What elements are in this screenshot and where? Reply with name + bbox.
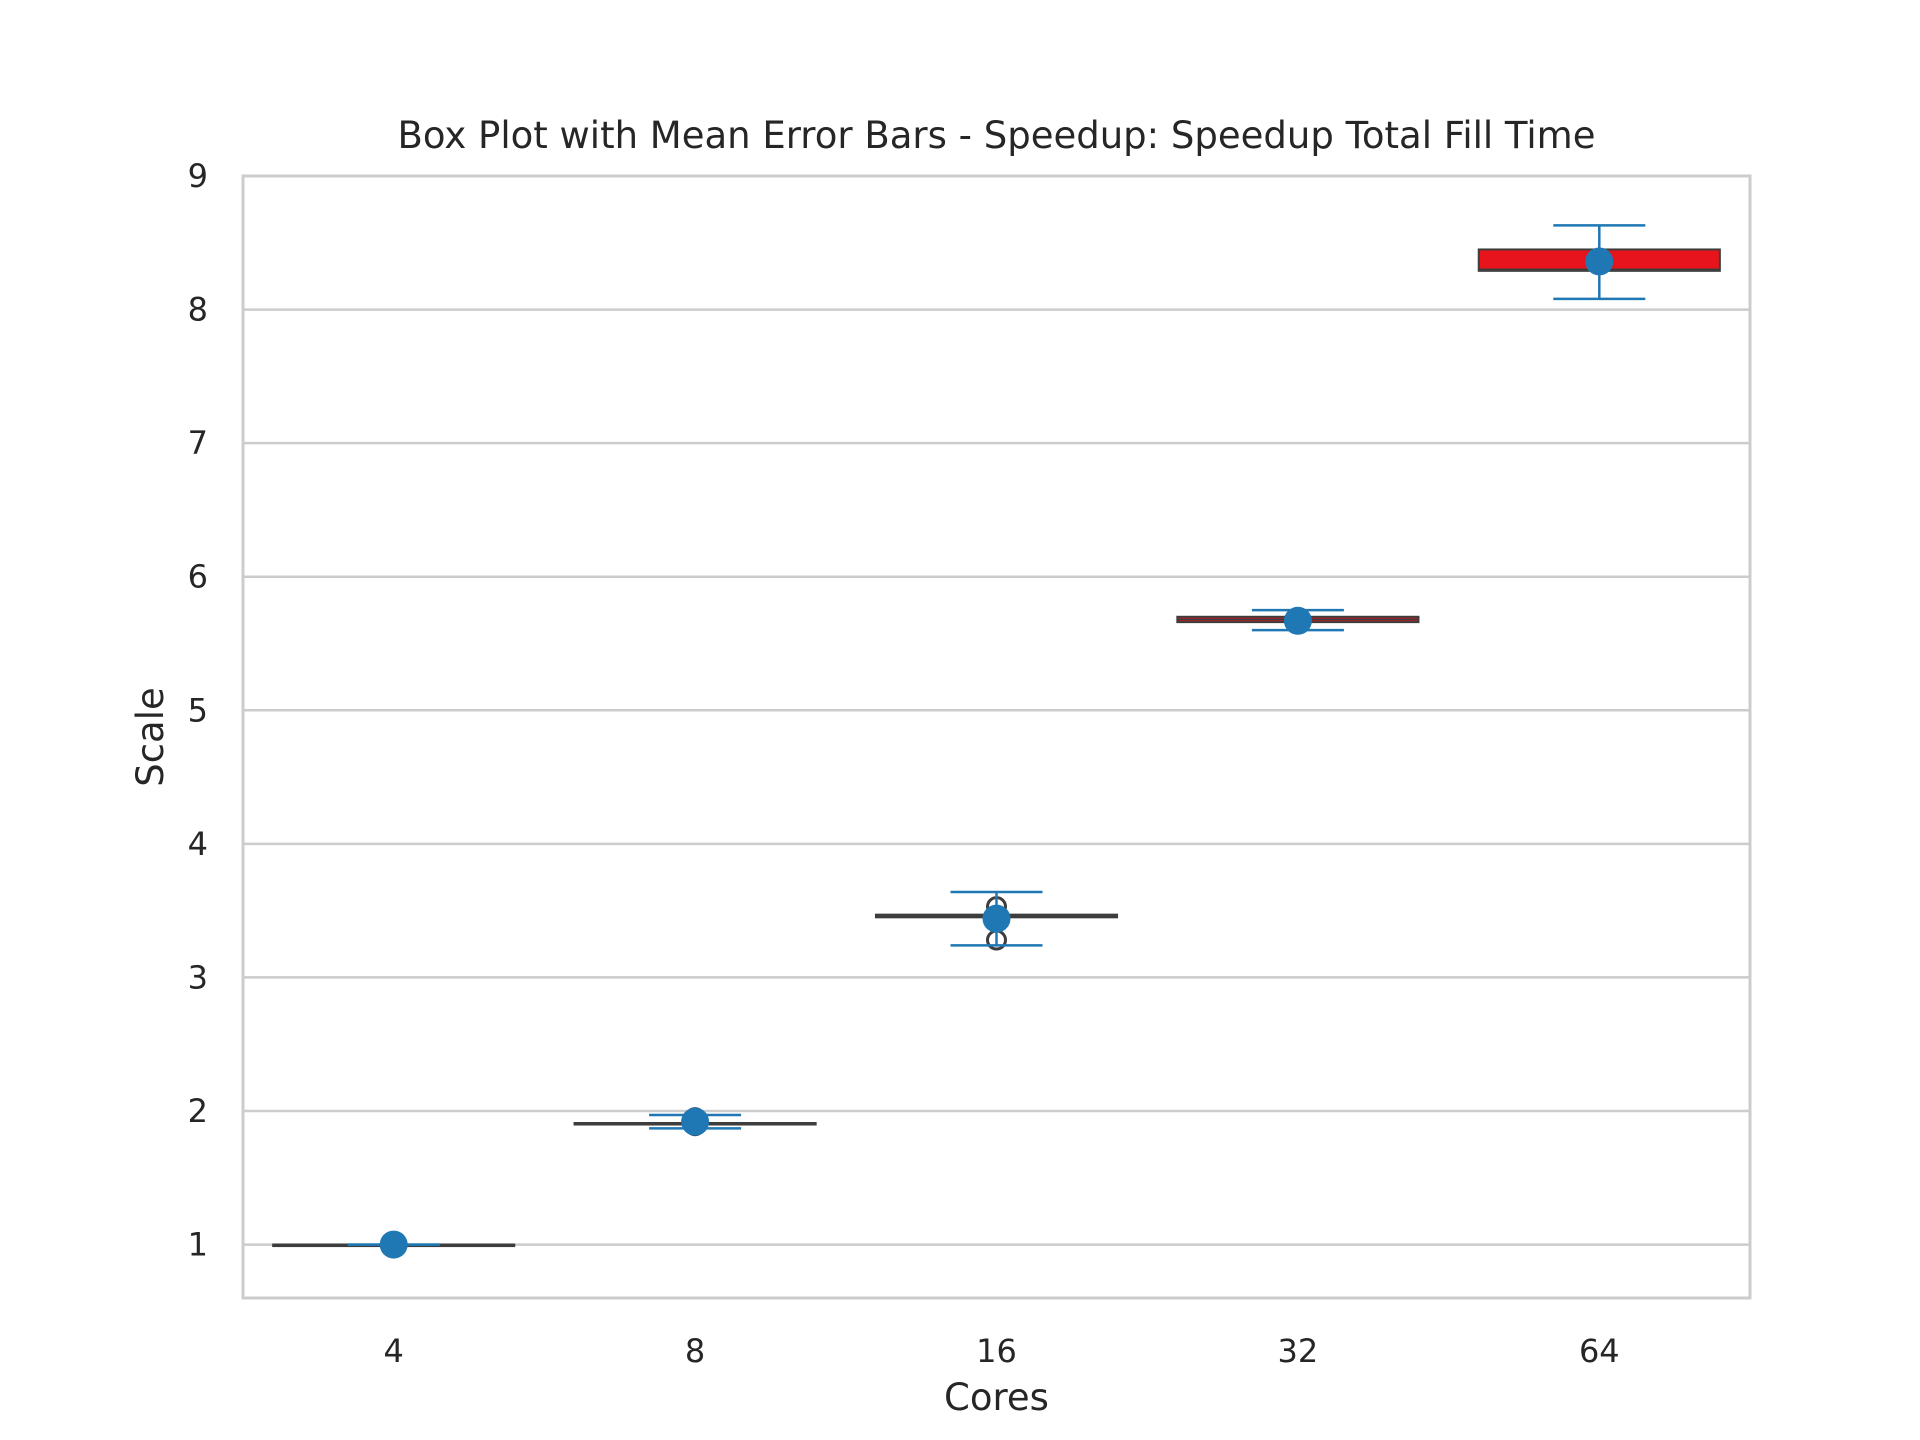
x-axis-title: Cores: [944, 1376, 1049, 1419]
y-tick-label: 9: [188, 157, 208, 195]
mean-marker: [1283, 606, 1312, 635]
y-tick-label: 8: [188, 291, 208, 329]
x-tick-label: 4: [384, 1332, 404, 1370]
x-tick-label: 64: [1579, 1332, 1620, 1370]
mean-error-bars: [347, 224, 1646, 1259]
mean-errorbar-group: [950, 890, 1043, 947]
mean-marker: [982, 904, 1011, 933]
y-tick-label: 7: [188, 424, 208, 462]
mean-marker: [681, 1107, 710, 1136]
x-tick-label: 16: [976, 1332, 1017, 1370]
mean-marker: [379, 1230, 408, 1259]
chart-title: Box Plot with Mean Error Bars - Speedup:…: [398, 114, 1596, 157]
x-tick-label: 8: [685, 1332, 705, 1370]
mean-marker: [1585, 247, 1614, 276]
y-tick-label: 5: [188, 691, 208, 729]
y-tick-label: 4: [188, 825, 208, 863]
x-tick-labels: 4 8 16 32 64: [384, 1332, 1620, 1370]
y-tick-label: 1: [188, 1226, 208, 1264]
mean-errorbar-group: [347, 1230, 440, 1259]
y-tick-labels: 1 2 3 4 5 6 7 8 9: [188, 157, 208, 1264]
x-tick-label: 32: [1278, 1332, 1319, 1370]
y-tick-label: 2: [188, 1092, 208, 1130]
y-axis-title: Scale: [129, 687, 172, 787]
mean-errorbar-group: [1251, 606, 1344, 635]
y-tick-label: 6: [188, 558, 208, 596]
y-tick-label: 3: [188, 958, 208, 996]
mean-errorbar-group: [1553, 224, 1646, 301]
mean-errorbar-group: [649, 1107, 742, 1136]
plot-frame: [241, 174, 1752, 1300]
